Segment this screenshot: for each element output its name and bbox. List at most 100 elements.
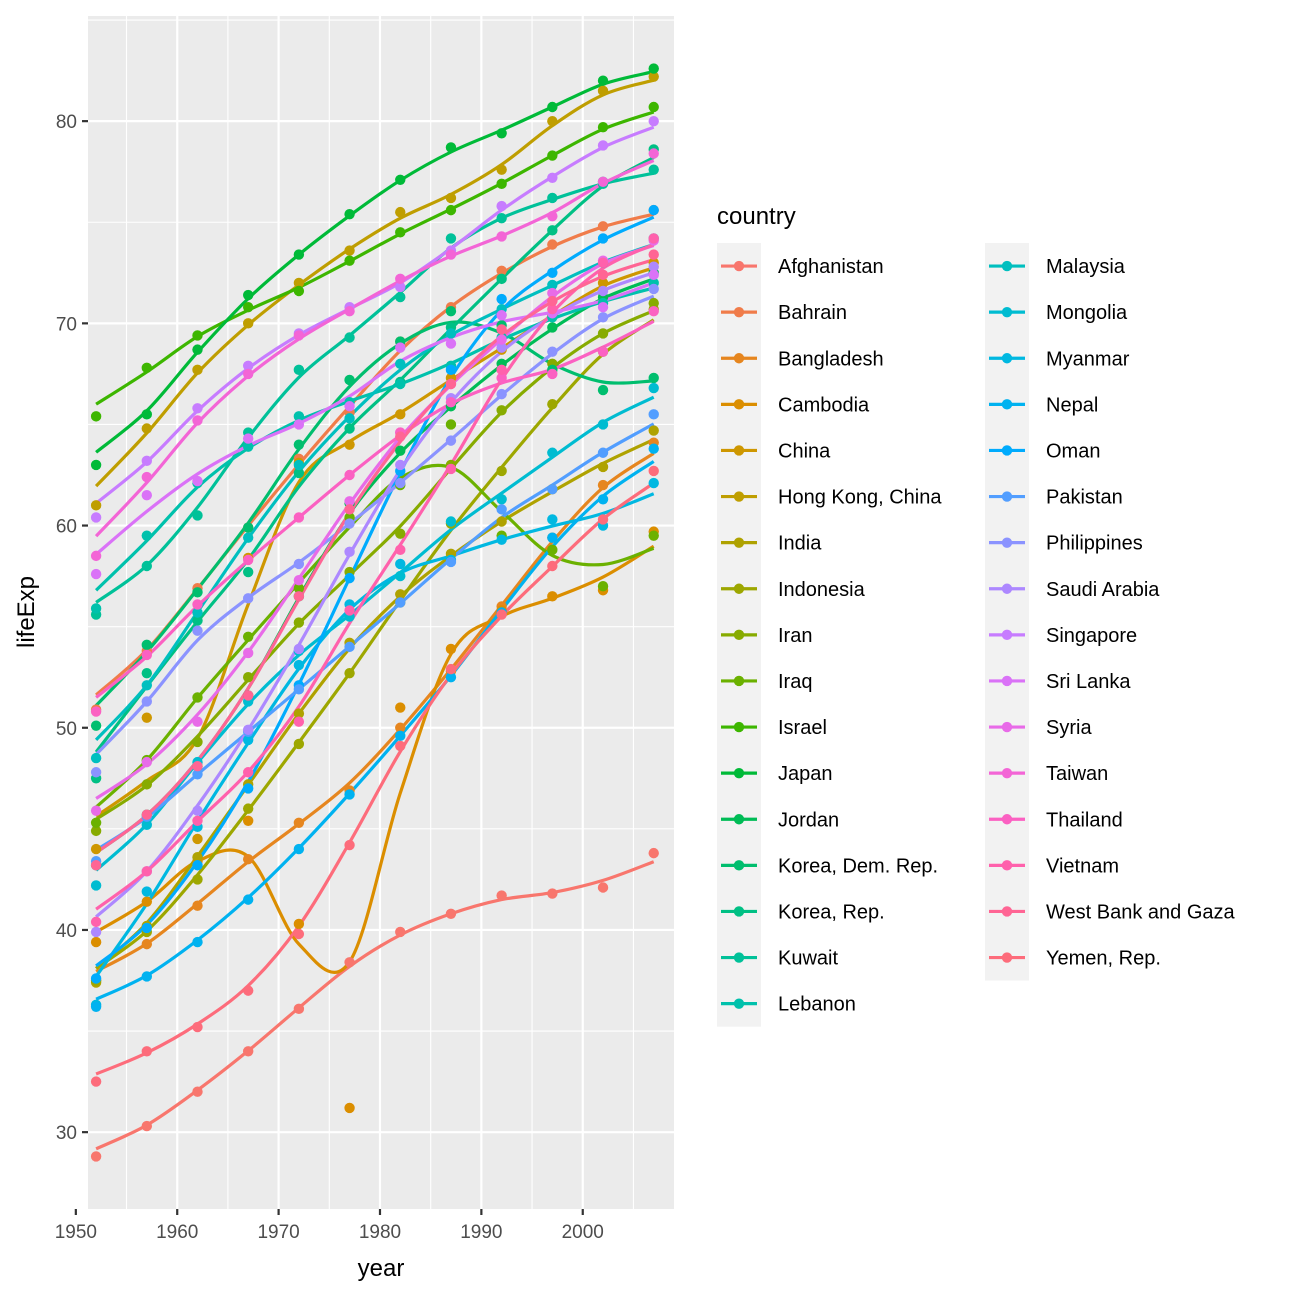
data-point: [242, 593, 254, 604]
data-point: [242, 647, 254, 659]
data-point: [597, 882, 609, 893]
data-point: [395, 291, 406, 303]
data-point: [192, 344, 203, 355]
data-point: [496, 231, 507, 242]
data-point: [496, 164, 507, 175]
data-point: [395, 730, 406, 742]
legend-label: Indonesia: [778, 579, 866, 601]
y-tick-label: 60: [56, 517, 77, 538]
data-point: [648, 283, 659, 295]
legend-label: Myanmar: [1046, 348, 1130, 370]
legend-key-point: [1001, 721, 1013, 733]
legend-key-point: [733, 583, 745, 594]
data-point: [141, 530, 153, 541]
legend-label: Saudi Arabia: [1046, 579, 1160, 601]
data-point: [90, 817, 102, 828]
legend-key-point: [1001, 629, 1013, 641]
data-point: [395, 459, 406, 471]
data-point: [90, 843, 102, 855]
x-tick-label: 1960: [156, 1222, 198, 1243]
data-point: [445, 643, 457, 655]
data-point: [597, 269, 609, 281]
legend-label: Malaysia: [1046, 256, 1126, 278]
data-point: [90, 512, 102, 523]
data-point: [141, 455, 153, 467]
data-point: [242, 853, 254, 865]
data-point: [648, 465, 659, 477]
data-point: [597, 581, 609, 592]
axes: 1950 1960 1970 1980 1990 2000 30 40 50 60 70 80: [55, 112, 604, 1243]
data-point: [344, 839, 355, 851]
data-point: [496, 494, 507, 505]
data-point: [648, 269, 659, 281]
data-point: [547, 150, 558, 161]
data-point: [648, 204, 659, 216]
data-point: [597, 277, 609, 289]
data-point: [90, 411, 102, 422]
data-point: [547, 591, 558, 602]
y-tick-label: 50: [56, 719, 77, 740]
data-point: [648, 530, 659, 541]
data-point: [597, 494, 609, 505]
legend-label: Japan: [778, 763, 833, 785]
data-point: [395, 589, 406, 600]
data-point: [192, 769, 203, 780]
data-point: [141, 490, 153, 501]
legend-key-point: [733, 860, 745, 871]
data-point: [547, 115, 558, 127]
data-point: [242, 433, 254, 444]
legend-label: Thailand: [1046, 809, 1123, 831]
data-point: [293, 684, 305, 695]
data-point: [90, 916, 102, 928]
data-point: [293, 738, 305, 750]
legend-key-point: [1001, 675, 1013, 687]
data-point: [547, 322, 558, 333]
legend-label: Israel: [778, 717, 827, 739]
data-point: [597, 301, 609, 313]
data-point: [141, 409, 153, 420]
legend-label: Oman: [1046, 440, 1100, 462]
legend-label: Mongolia: [1046, 302, 1128, 324]
data-point: [141, 362, 153, 374]
data-point: [445, 435, 457, 446]
x-tick-label: 2000: [562, 1222, 604, 1243]
data-point: [547, 888, 558, 899]
data-point: [90, 767, 102, 778]
data-point: [293, 439, 305, 450]
legend-label: Lebanon: [778, 994, 856, 1016]
x-axis-title: year: [358, 1255, 405, 1282]
legend-key-point: [1001, 814, 1013, 825]
data-point: [293, 928, 305, 940]
legend-label: Bahrain: [778, 302, 847, 324]
data-point: [293, 558, 305, 570]
y-axis-title: lifeExp: [13, 576, 40, 648]
grid-lines: [74, 16, 674, 1209]
data-point: [141, 779, 153, 790]
legend-key-point: [1001, 583, 1013, 594]
data-point: [141, 471, 153, 483]
legend: country Afghanistan Bahrain Bangladesh Camb…: [717, 203, 1236, 1027]
data-point: [293, 459, 305, 471]
data-point: [344, 572, 355, 584]
x-tick-label: 1970: [257, 1222, 299, 1243]
y-tick-label: 40: [56, 921, 77, 942]
data-point: [192, 716, 203, 727]
data-point: [293, 285, 305, 297]
data-point: [90, 500, 102, 511]
data-point: [293, 617, 305, 628]
data-point: [395, 558, 406, 570]
data-point: [344, 374, 355, 386]
data-point: [648, 261, 659, 272]
data-point: [597, 176, 609, 188]
legend-key-point: [733, 260, 745, 272]
legend-key-point: [733, 767, 745, 779]
legend-key-point: [1001, 260, 1013, 272]
data-point: [141, 649, 153, 661]
data-point: [496, 273, 507, 285]
legend-key-point: [733, 399, 745, 410]
x-tick-label: 1990: [460, 1222, 502, 1243]
data-point: [496, 388, 507, 400]
data-point: [90, 720, 102, 731]
data-point: [192, 874, 203, 885]
data-point: [496, 534, 507, 545]
